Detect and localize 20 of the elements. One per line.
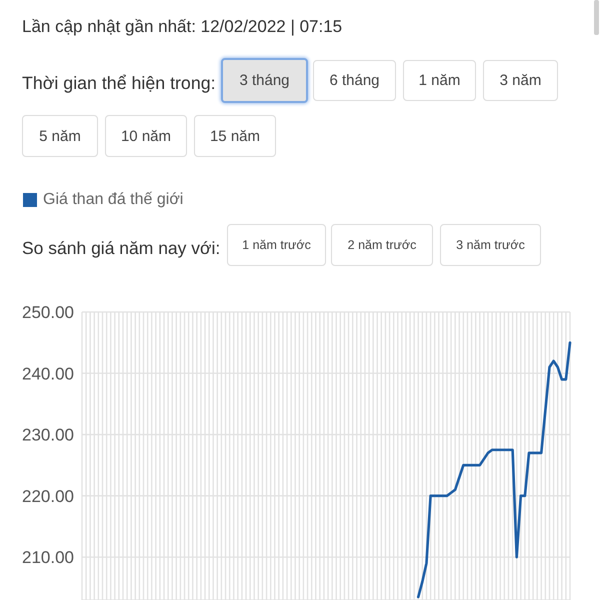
time-button[interactable]: 10 năm	[105, 115, 187, 157]
time-button[interactable]: 6 tháng	[313, 60, 396, 101]
time-button[interactable]: 1 năm	[403, 60, 476, 101]
legend-label: Giá than đá thế giới	[43, 191, 184, 209]
y-tick-label: 250.00	[22, 303, 74, 322]
text: Thời gian thể hiện trong:	[22, 73, 216, 93]
line-series	[416, 341, 572, 598]
y-tick-label: 220.00	[22, 486, 74, 506]
time-button[interactable]: 2 năm trước	[331, 224, 433, 266]
text: So sánh giá năm nay với:	[22, 238, 220, 258]
y-tick-label: 230.00	[22, 426, 74, 445]
time-button[interactable]: 1 năm trước	[227, 224, 326, 266]
time-button[interactable]: 15 năm	[194, 115, 276, 157]
y-tick-label: 210.00	[22, 548, 74, 568]
time-button[interactable]: 5 năm	[22, 115, 98, 157]
time-button[interactable]: 3 năm	[483, 60, 558, 101]
y-tick-label: 240.00	[22, 364, 74, 384]
text: Lần cập nhật gần nhất: 12/02/2022 | 07:15	[22, 17, 342, 36]
time-button[interactable]: 3 tháng	[221, 58, 308, 103]
time-button[interactable]: 3 năm trước	[440, 224, 541, 266]
